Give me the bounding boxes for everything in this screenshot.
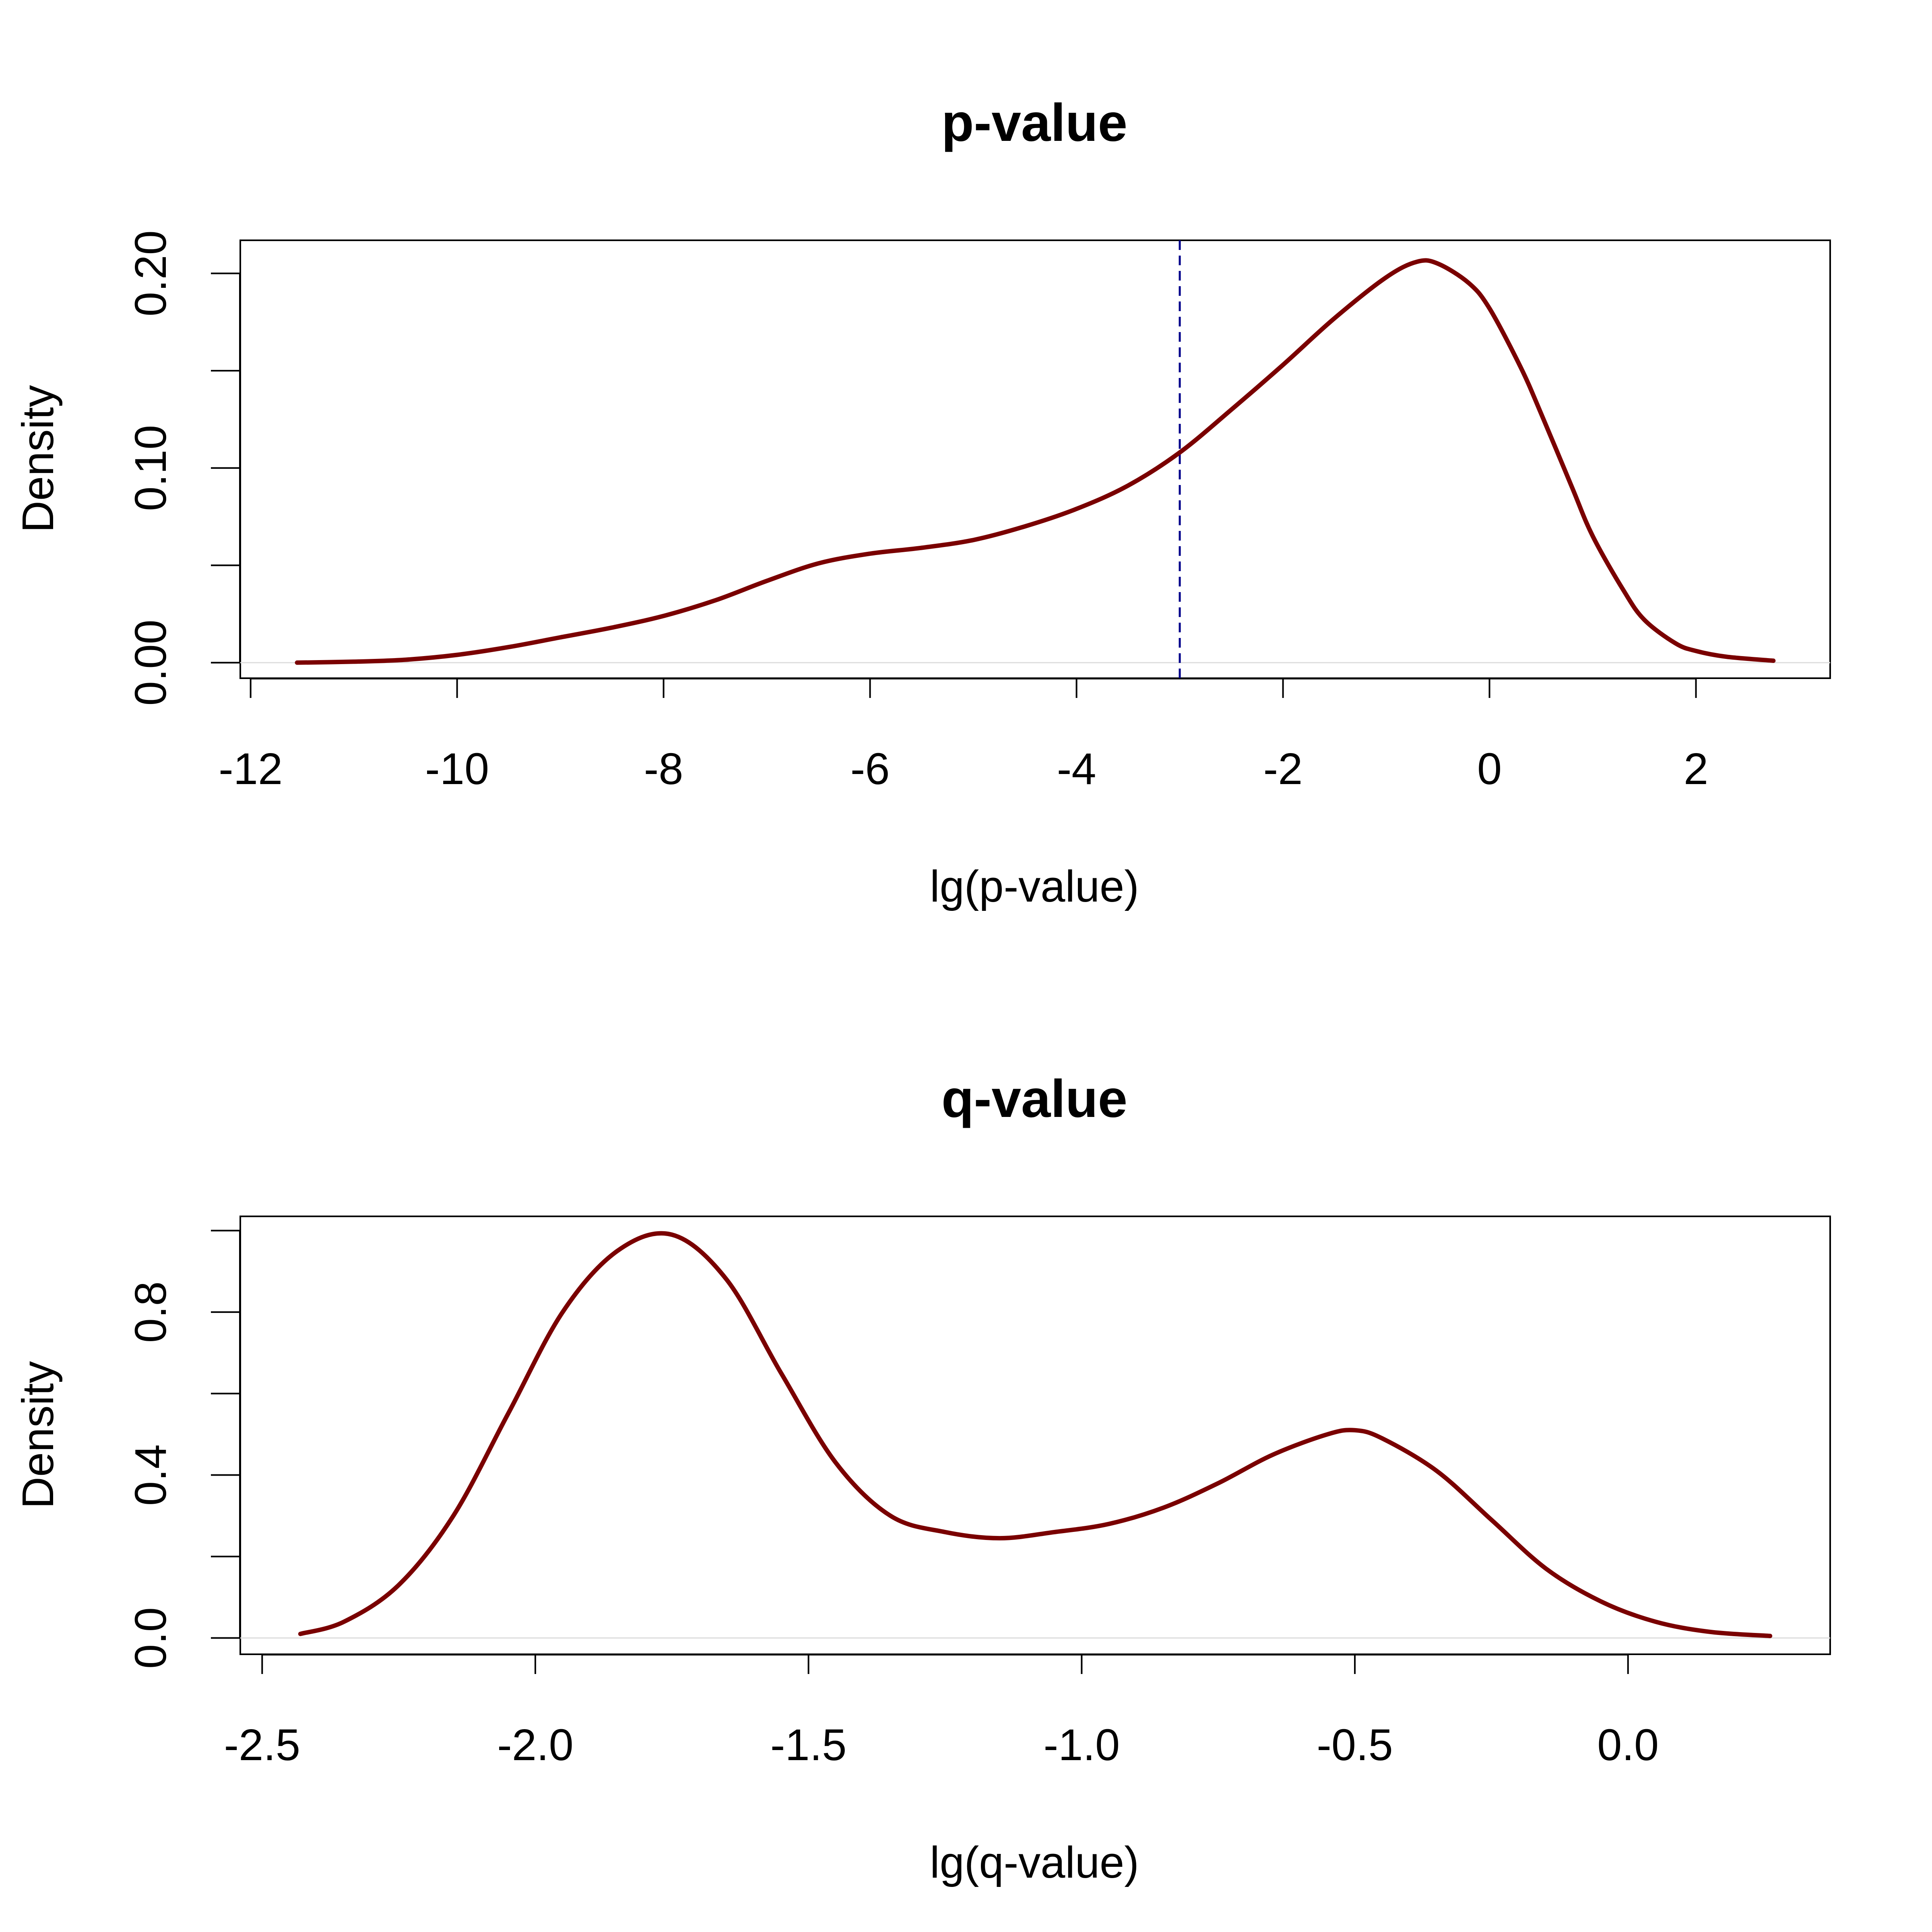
x-tick-label: -8 [644, 744, 683, 794]
x-tick-label: -2 [1263, 744, 1303, 794]
x-tick-label: -1.5 [770, 1720, 847, 1770]
y-axis-label: Density [13, 1361, 63, 1509]
y-axis: 0.0 0.4 0.8 [126, 1230, 241, 1669]
chart-title: q-value [941, 1069, 1127, 1128]
y-axis: 0.00 0.10 0.20 [126, 230, 241, 706]
x-tick-label: 0.0 [1597, 1720, 1659, 1770]
y-tick-label: 0.20 [126, 230, 175, 316]
p-value-panel: p-value -12 -10 -8 -6 -4 -2 0 2 0.00 0.10 0.20 lg… [13, 93, 1831, 911]
x-tick-label: -0.5 [1317, 1720, 1393, 1770]
x-tick-label: -12 [219, 744, 283, 794]
x-tick-label: -2.0 [497, 1720, 574, 1770]
plot-marks [240, 1231, 1830, 1639]
x-axis-label: lg(q-value) [930, 1838, 1139, 1887]
density-curve [295, 258, 1776, 665]
x-tick-label: 2 [1684, 744, 1708, 794]
y-tick-label: 0.00 [126, 619, 175, 706]
plot-frame [239, 239, 1831, 679]
x-tick-label: -1.0 [1044, 1720, 1120, 1770]
density-curve [298, 1231, 1773, 1638]
x-tick-label: -4 [1057, 744, 1096, 794]
x-tick-label: -6 [850, 744, 890, 794]
chart-title: p-value [941, 93, 1127, 152]
plot-frame [239, 1216, 1831, 1655]
y-tick-label: 0.4 [126, 1444, 175, 1506]
x-axis: -2.5 -2.0 -1.5 -1.0 -0.5 0.0 [224, 1654, 1659, 1770]
y-tick-label: 0.10 [126, 425, 175, 511]
plot-marks [240, 240, 1830, 678]
x-tick-label: 0 [1477, 744, 1502, 794]
x-axis-label: lg(p-value) [930, 862, 1139, 911]
x-tick-label: -10 [425, 744, 489, 794]
y-tick-label: 0.0 [126, 1607, 175, 1669]
y-tick-label: 0.8 [126, 1281, 175, 1343]
q-value-panel: q-value -2.5 -2.0 -1.5 -1.0 -0.5 0.0 0.00.40.… [13, 1069, 1831, 1887]
x-tick-label: -2.5 [224, 1720, 301, 1770]
x-axis: -12 -10 -8 -6 -4 -2 0 2 [219, 678, 1708, 794]
y-axis-label: Density [13, 385, 63, 533]
